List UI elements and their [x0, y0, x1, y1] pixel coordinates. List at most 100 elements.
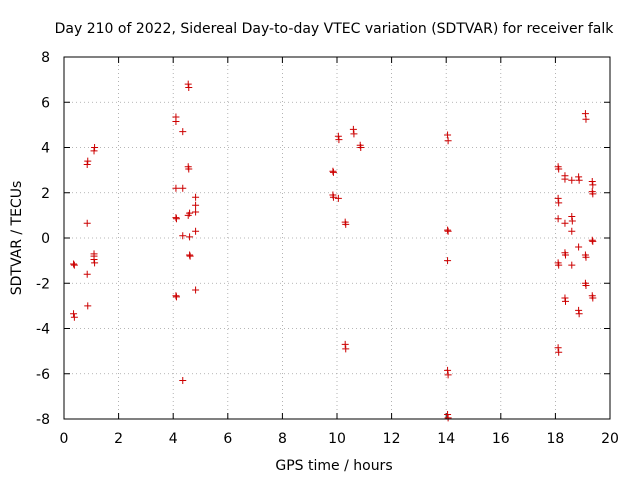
data-point [342, 220, 350, 228]
data-point [172, 184, 180, 192]
data-point [70, 310, 78, 318]
data-point [90, 147, 98, 155]
data-point [84, 302, 92, 310]
data-point [575, 306, 583, 314]
data-point [192, 201, 200, 209]
y-tick-label: -8 [36, 412, 50, 428]
y-tick-label: -4 [36, 322, 50, 338]
data-point [185, 165, 193, 173]
data-point [172, 292, 180, 300]
data-point [589, 294, 597, 302]
data-point [554, 344, 562, 352]
data-point [186, 209, 194, 217]
data-point [589, 181, 597, 189]
x-tick-label: 8 [278, 431, 287, 447]
data-point [582, 282, 590, 290]
data-point [179, 184, 187, 192]
y-axis-label: SDTVAR / TECUs [9, 181, 25, 296]
data-point [172, 293, 180, 301]
data-point [184, 80, 192, 88]
data-point [444, 131, 452, 139]
data-point [561, 219, 569, 227]
data-point [444, 371, 452, 379]
x-tick-label: 16 [492, 431, 510, 447]
data-point [70, 313, 78, 321]
data-point [561, 175, 569, 183]
data-point [329, 168, 337, 176]
data-point [581, 110, 589, 118]
data-point [582, 253, 590, 261]
data-point [186, 251, 194, 259]
y-tick-label: 0 [41, 231, 50, 247]
x-tick-label: 18 [546, 431, 564, 447]
data-point [562, 297, 570, 305]
data-point [186, 233, 194, 241]
data-point [575, 243, 583, 251]
plot-border [63, 56, 611, 420]
data-point [588, 177, 596, 185]
data-point [575, 173, 583, 181]
y-tick-label: 4 [41, 141, 50, 157]
data-point [329, 167, 337, 175]
data-point [172, 113, 180, 121]
data-point [568, 227, 576, 235]
data-point [91, 259, 99, 267]
x-tick-label: 6 [223, 431, 232, 447]
chart-title: Day 210 of 2022, Sidereal Day-to-day VTE… [55, 21, 615, 37]
data-point [444, 226, 452, 234]
data-point [555, 165, 563, 173]
data-point [329, 193, 337, 201]
data-point [350, 130, 358, 138]
x-tick-label: 4 [169, 431, 178, 447]
data-point [90, 255, 98, 263]
data-point [575, 310, 583, 318]
x-axis-label: GPS time / hours [275, 458, 392, 474]
data-point [357, 144, 365, 151]
data-point [70, 260, 78, 268]
y-tick-label: 8 [41, 50, 50, 66]
data-point [554, 215, 562, 223]
data-point [192, 208, 200, 216]
data-point [589, 237, 597, 245]
data-point [83, 160, 91, 168]
data-point [84, 157, 92, 165]
y-tick-label: 6 [41, 95, 50, 111]
data-point [192, 227, 200, 235]
data-point [342, 345, 350, 353]
data-point [444, 227, 452, 235]
data-point [192, 286, 200, 294]
data-point [192, 193, 200, 201]
data-point [444, 257, 452, 265]
data-point [444, 137, 452, 145]
data-point [444, 410, 452, 418]
data-point [444, 366, 452, 374]
data-point [179, 128, 187, 136]
data-point [70, 261, 78, 269]
data-point [568, 213, 576, 221]
data-point [555, 261, 563, 269]
data-point [91, 144, 99, 151]
x-tick-label: 10 [328, 431, 346, 447]
data-point [562, 251, 570, 259]
data-point [561, 294, 569, 302]
data-point [172, 215, 180, 223]
data-point [589, 190, 597, 198]
data-point [186, 252, 194, 260]
data-point [185, 84, 193, 92]
grid-lines [64, 57, 610, 419]
data-point [335, 136, 343, 144]
data-point [179, 377, 187, 385]
data-point [334, 132, 342, 140]
y-tick-label: 2 [41, 186, 50, 202]
x-tick-label: 0 [60, 431, 69, 447]
data-point [582, 115, 590, 123]
data-point [444, 414, 452, 422]
x-tick-label: 2 [114, 431, 123, 447]
data-point [568, 217, 576, 225]
data-points [70, 80, 597, 422]
data-point [334, 194, 342, 202]
data-point [172, 214, 180, 222]
data-point [575, 176, 583, 184]
data-point [554, 194, 562, 202]
